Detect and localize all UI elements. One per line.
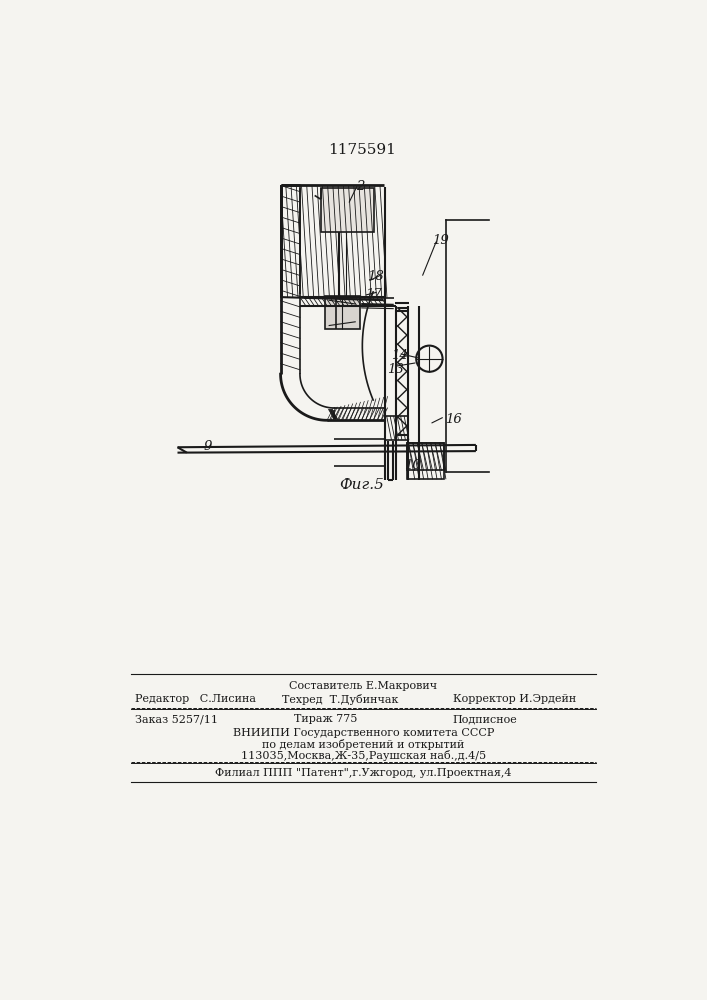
Text: Редактор   С.Лисина: Редактор С.Лисина bbox=[135, 694, 256, 704]
Text: Подписное: Подписное bbox=[452, 714, 518, 724]
Polygon shape bbox=[325, 296, 360, 329]
Text: 19: 19 bbox=[433, 234, 449, 247]
Text: Тираж 775: Тираж 775 bbox=[293, 714, 357, 724]
Text: 13: 13 bbox=[387, 363, 404, 376]
Text: Корректор И.Эрдейн: Корректор И.Эрдейн bbox=[452, 694, 576, 704]
Text: 113035,Москва,Ж-35,Раушская наб.,д.4/5: 113035,Москва,Ж-35,Раушская наб.,д.4/5 bbox=[241, 750, 486, 761]
Text: 14: 14 bbox=[391, 349, 407, 362]
Text: ВНИИПИ Государственного комитета СССР: ВНИИПИ Государственного комитета СССР bbox=[233, 728, 494, 738]
Text: 1175591: 1175591 bbox=[328, 143, 396, 157]
Text: по делам изобретений и открытий: по делам изобретений и открытий bbox=[262, 739, 464, 750]
Text: Техред  Т.Дубинчак: Техред Т.Дубинчак bbox=[282, 694, 399, 705]
Text: Фиг.5: Фиг.5 bbox=[339, 478, 385, 492]
Text: 17: 17 bbox=[365, 288, 382, 301]
Text: 10: 10 bbox=[404, 459, 421, 472]
Text: 9: 9 bbox=[203, 440, 211, 453]
Text: 16: 16 bbox=[445, 413, 462, 426]
Text: Филиал ППП "Патент",г.Ужгород, ул.Проектная,4: Филиал ППП "Патент",г.Ужгород, ул.Проект… bbox=[215, 768, 512, 778]
Text: 2: 2 bbox=[356, 180, 364, 193]
Text: Составитель Е.Макрович: Составитель Е.Макрович bbox=[289, 681, 438, 691]
Text: 18: 18 bbox=[368, 270, 384, 283]
Polygon shape bbox=[321, 188, 373, 232]
Text: Заказ 5257/11: Заказ 5257/11 bbox=[135, 714, 218, 724]
